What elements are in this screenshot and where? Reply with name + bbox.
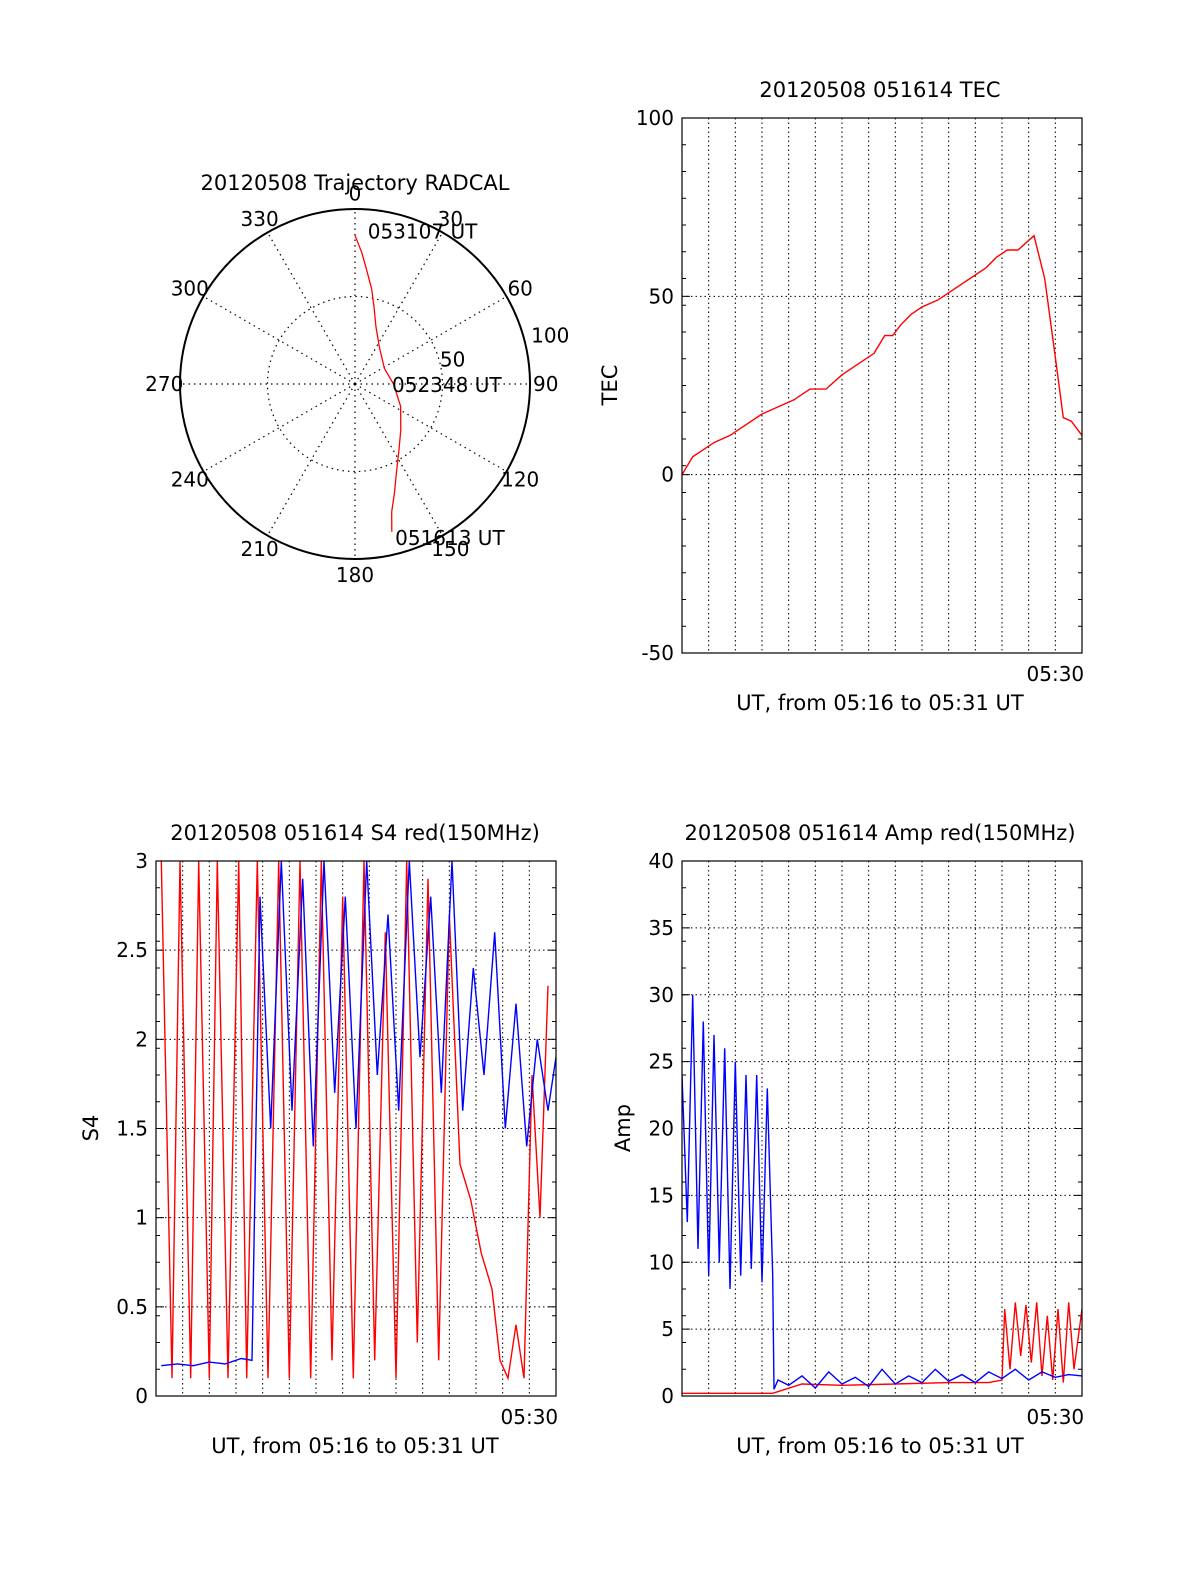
polar-angle-label: 60 bbox=[507, 277, 532, 301]
s4-ylabel: S4 bbox=[79, 1115, 103, 1142]
polar-angle-label: 300 bbox=[171, 277, 209, 301]
polar-spoke bbox=[266, 383, 356, 536]
y-tick-label: 0 bbox=[135, 1384, 148, 1408]
x-tick-label: 05:30 bbox=[501, 1405, 559, 1429]
polar-angle-label: 90 bbox=[533, 372, 558, 396]
series-line-0 bbox=[682, 234, 1082, 476]
amp-plot-area: 40 35 30 25 20 15 10 5 0 05:30 bbox=[649, 849, 1085, 1429]
y-tick-label: 10 bbox=[649, 1250, 674, 1274]
y-tick-label: 0 bbox=[661, 463, 674, 487]
s4-plot-area: 3 2.5 2 1.5 1 0.5 0 05:30 bbox=[116, 849, 558, 1429]
polar-spoke bbox=[354, 383, 444, 536]
trajectory-annotation: 053107 UT bbox=[368, 219, 478, 243]
trajectory-title: 20120508 Trajectory RADCAL bbox=[201, 171, 510, 195]
y-tick-label: 0.5 bbox=[116, 1295, 148, 1319]
polar-angle-label: 30 bbox=[438, 207, 463, 231]
y-tick-label: 0 bbox=[661, 1384, 674, 1408]
amp-ylabel: Amp bbox=[611, 1104, 635, 1152]
series-line-0 bbox=[160, 861, 549, 1381]
y-tick-label: 1.5 bbox=[116, 1117, 148, 1141]
trajectory-line bbox=[354, 235, 402, 532]
amp-title: 20120508 051614 Amp red(150MHz) bbox=[684, 821, 1075, 845]
polar-radius-label: 100 bbox=[531, 323, 569, 347]
polar-angle-label: 270 bbox=[145, 372, 183, 396]
trajectory-annotation: 051613 UT bbox=[395, 526, 505, 550]
polar-angle-label: 330 bbox=[241, 207, 279, 231]
trajectory-annotation: 052348 UT bbox=[392, 373, 502, 397]
tec-panel: 20120508 051614 TEC UT, from 05:16 to 05… bbox=[598, 78, 1084, 715]
y-tick-label: 2 bbox=[135, 1027, 148, 1051]
amp-panel: 20120508 051614 Amp red(150MHz) UT, from… bbox=[611, 821, 1084, 1458]
polar-ring bbox=[266, 295, 444, 473]
y-tick-label: 100 bbox=[636, 106, 674, 130]
amp-xlabel: UT, from 05:16 to 05:31 UT bbox=[736, 1434, 1024, 1458]
y-tick-label: 1 bbox=[135, 1206, 148, 1230]
s4-xlabel: UT, from 05:16 to 05:31 UT bbox=[211, 1434, 499, 1458]
polar-angle-label: 240 bbox=[171, 467, 209, 491]
polar-angle-label: 180 bbox=[336, 563, 374, 587]
series-line-1 bbox=[682, 994, 1082, 1390]
series-line-0 bbox=[682, 1302, 1082, 1394]
y-tick-label: -50 bbox=[641, 641, 674, 665]
y-tick-label: 2.5 bbox=[116, 938, 148, 962]
polar-angle-label: 0 bbox=[349, 181, 362, 205]
s4-title: 20120508 051614 S4 red(150MHz) bbox=[170, 821, 540, 845]
series-line-1 bbox=[161, 861, 556, 1367]
polar-angle-label: 150 bbox=[431, 537, 469, 561]
y-tick-label: 15 bbox=[649, 1183, 674, 1207]
polar-spoke bbox=[203, 383, 356, 473]
plot-frame bbox=[681, 117, 1083, 654]
tec-title: 20120508 051614 TEC bbox=[759, 78, 1000, 102]
y-tick-label: 5 bbox=[661, 1317, 674, 1341]
y-tick-label: 25 bbox=[649, 1050, 674, 1074]
polar-spoke bbox=[266, 232, 356, 385]
y-tick-label: 20 bbox=[649, 1117, 674, 1141]
trajectory-frame bbox=[179, 208, 531, 560]
y-tick-label: 40 bbox=[649, 849, 674, 873]
polar-angle-label: 210 bbox=[241, 537, 279, 561]
y-tick-label: 3 bbox=[135, 849, 148, 873]
tec-xlabel: UT, from 05:16 to 05:31 UT bbox=[736, 691, 1024, 715]
plot-frame bbox=[155, 860, 557, 1397]
polar-spoke bbox=[354, 383, 507, 473]
x-tick-label: 05:30 bbox=[1027, 662, 1085, 686]
trajectory-series: 053107 UT 052348 UT 051613 UT bbox=[354, 219, 505, 550]
y-tick-label: 30 bbox=[649, 983, 674, 1007]
tec-plot-area: 100 50 0 -50 05:30 bbox=[636, 106, 1084, 686]
y-tick-label: 35 bbox=[649, 916, 674, 940]
trajectory-labels: 0 30 60 90 120 150 180 210 240 270 300 330 50 100 bbox=[145, 181, 569, 587]
s4-panel: 20120508 051614 S4 red(150MHz) UT, from … bbox=[79, 821, 558, 1458]
polar-radius-label: 50 bbox=[440, 348, 465, 372]
polar-angle-label: 120 bbox=[501, 467, 539, 491]
trajectory-grid bbox=[180, 209, 530, 559]
trajectory-panel: 20120508 Trajectory RADCAL 0 30 60 90 120 150… bbox=[145, 171, 569, 587]
y-tick-label: 50 bbox=[649, 284, 674, 308]
plot-frame bbox=[681, 860, 1083, 1397]
tec-ylabel: TEC bbox=[598, 365, 622, 407]
x-tick-label: 05:30 bbox=[1027, 1405, 1085, 1429]
